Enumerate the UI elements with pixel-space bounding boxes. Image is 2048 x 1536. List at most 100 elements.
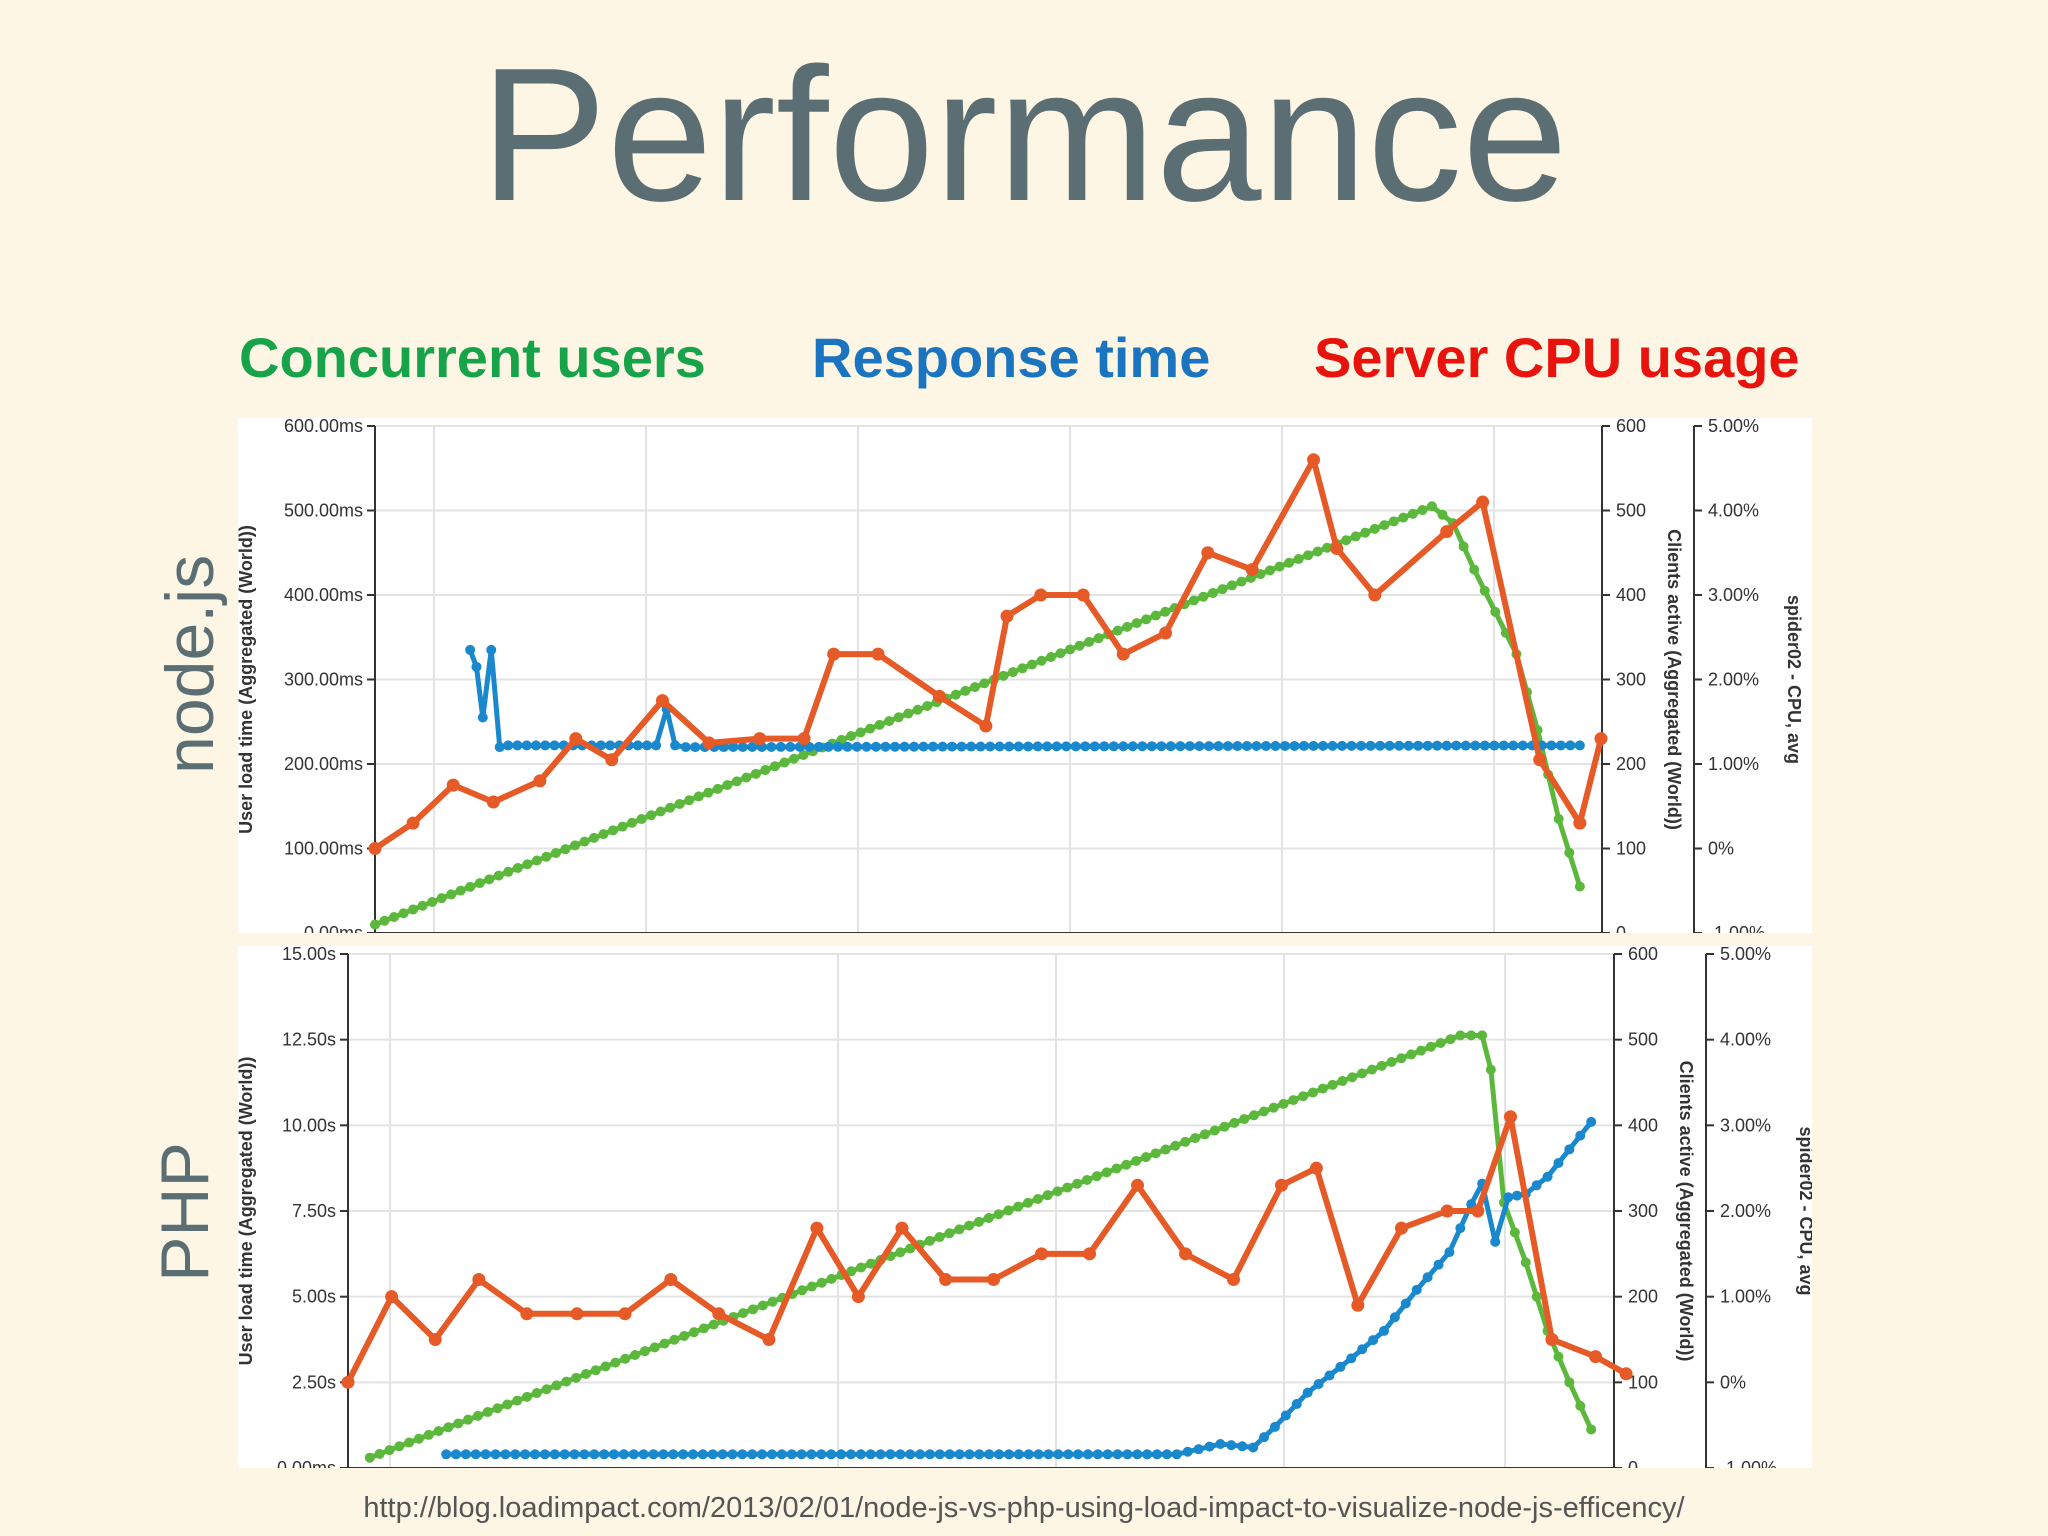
chart1-response-point <box>1389 1312 1400 1323</box>
chart1-response-point <box>954 1449 965 1460</box>
chart0-cpu-tick-label: -1.00% <box>1708 923 1765 933</box>
chart1-clients-point <box>1081 1174 1092 1185</box>
chart1-clients-point <box>492 1403 503 1414</box>
chart1-response-point <box>994 1449 1005 1460</box>
chart1-clients-point <box>816 1277 827 1288</box>
chart0-clients-point <box>655 806 666 817</box>
chart1-clients-point <box>757 1300 768 1311</box>
panel-label-php: PHP <box>147 1142 223 1282</box>
chart0-clients-point <box>1007 667 1018 678</box>
chart0-response-point <box>870 741 881 752</box>
chart0-clients-point <box>712 783 723 794</box>
chart1-clients-point <box>983 1213 994 1224</box>
chart0-response-point <box>1099 741 1110 752</box>
chart1-cpu-point <box>1083 1247 1097 1261</box>
chart1-response-point <box>451 1449 462 1460</box>
chart1-cpu-point <box>570 1307 584 1321</box>
chart1-clients-point <box>433 1426 444 1437</box>
chart1-cpu-point <box>851 1290 865 1304</box>
chart0-response-point <box>605 740 616 751</box>
chart0-clients-point <box>512 863 523 874</box>
chart1-clients-point <box>1327 1079 1338 1090</box>
chart1-clients-line <box>368 1032 1594 1461</box>
chart1-response-point <box>1237 1441 1248 1452</box>
chart1-response-point <box>530 1449 541 1460</box>
chart0-response-point <box>1175 741 1186 752</box>
chart1-cpu-tick-label: 2.00% <box>1720 1201 1771 1221</box>
chart1-cpu-tick-label: -1.00% <box>1720 1458 1777 1468</box>
chart1-cpu-tick-label: 5.00% <box>1720 946 1771 964</box>
chart0-right-tick-label: 400 <box>1616 585 1646 605</box>
chart1-response-point <box>786 1449 797 1460</box>
chart1-cpu-point <box>1035 1247 1049 1261</box>
chart0-clients-point <box>465 881 476 892</box>
chart0-response-point <box>947 741 958 752</box>
chart0-cpu-point <box>871 647 885 661</box>
chart0-response-point <box>670 740 681 751</box>
chart1-left-tick-label: 0.00ms <box>277 1458 336 1468</box>
chart1-response-point <box>1586 1116 1597 1127</box>
chart1-response-point <box>460 1449 471 1460</box>
chart0-clients-point <box>1322 542 1333 553</box>
chart1-clients-point <box>531 1388 542 1399</box>
chart1-response-point <box>737 1449 748 1460</box>
chart0-clients-point <box>617 821 628 832</box>
chart1-response-point <box>1112 1449 1123 1460</box>
chart0-clients-point <box>1379 520 1390 531</box>
chart0-response-point <box>1299 740 1310 751</box>
chart1-clients-point <box>374 1448 385 1459</box>
chart0-cpu-point <box>753 732 767 746</box>
chart0-clients-point <box>370 919 380 930</box>
chart1-right-tick-label: 300 <box>1628 1201 1658 1221</box>
chart1-response-point <box>1411 1284 1422 1295</box>
chart1-cpu-point <box>1274 1178 1288 1192</box>
chart0-response-point <box>680 742 691 753</box>
chart1-response-point <box>875 1449 886 1460</box>
chart1-clients-point <box>993 1209 1004 1220</box>
chart1-response-point <box>510 1449 521 1460</box>
chart0-right-axis-title: Clients active (Aggregated (World)) <box>1664 529 1684 830</box>
chart0-response-point <box>477 712 488 723</box>
chart1-clients-point <box>1288 1095 1299 1106</box>
chart1-clients-point <box>1150 1148 1161 1159</box>
chart0-clients-point <box>903 708 914 719</box>
chart1-response-point <box>1152 1449 1163 1460</box>
chart0-clients-point <box>798 749 809 760</box>
chart1-left-tick-label: 12.50s <box>282 1030 336 1050</box>
chart0-response-point <box>1489 740 1500 751</box>
chart1-cpu-point <box>810 1221 824 1235</box>
chart0-response-point <box>1318 740 1329 751</box>
chart1-cpu-point <box>664 1273 678 1287</box>
chart1-cpu-tick-label: 4.00% <box>1720 1030 1771 1050</box>
chart1-clients-point <box>1425 1041 1436 1052</box>
chart0-response-point <box>975 741 986 752</box>
chart0-response-point <box>494 742 505 753</box>
chart0-clients-point <box>1490 606 1501 617</box>
chart0-response-point <box>1061 741 1072 752</box>
chart0-right-tick-label: 100 <box>1616 839 1646 859</box>
chart0-cpu-point <box>1000 609 1014 623</box>
chart1-response-point <box>776 1449 787 1460</box>
chart0-response-point <box>766 741 777 752</box>
chart0-cpu-point <box>406 816 420 830</box>
chart0-response-point <box>1384 740 1395 751</box>
chart0-clients-point <box>1469 564 1480 575</box>
chart1-cpu-point <box>1131 1178 1145 1192</box>
chart0-right-tick-label: 300 <box>1616 670 1646 690</box>
chart1-cpu-point <box>939 1273 953 1287</box>
chart0-clients-point <box>579 836 590 847</box>
chart0-response-point <box>471 661 482 672</box>
chart1-right-axis-title: Clients active (Aggregated (World)) <box>1676 1061 1696 1362</box>
chart-nodejs: 0.00ms 100.00ms 200.00ms 300.00ms 400.00ms 50… <box>238 418 1804 933</box>
chart1-clients-point <box>453 1418 464 1429</box>
chart0-left-tick-label: 0.00ms <box>304 923 363 933</box>
chart1-right-tick-label: 500 <box>1628 1030 1658 1050</box>
chart0-response-point <box>1498 740 1509 751</box>
chart1-clients-point <box>738 1308 749 1319</box>
chart1-clients-point <box>384 1445 395 1456</box>
chart0-clients-point <box>874 719 885 730</box>
chart0-clients-point <box>598 829 609 840</box>
chart1-left-tick-label: 5.00s <box>292 1287 336 1307</box>
chart1-clients-point <box>364 1452 375 1463</box>
chart0-clients-point <box>1141 614 1152 625</box>
